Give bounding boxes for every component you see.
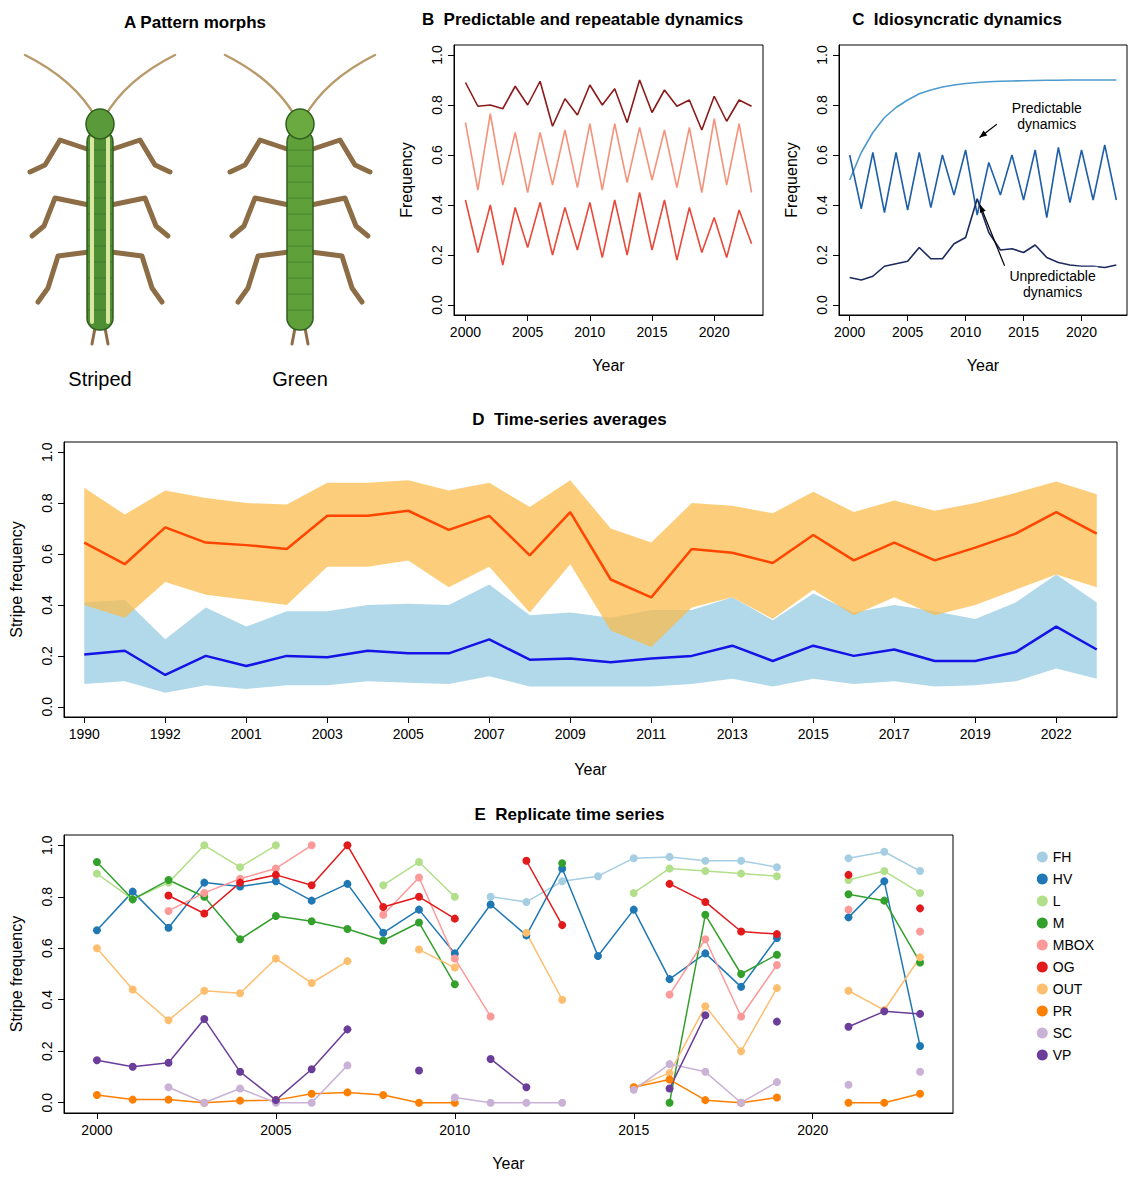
svg-text:0.4: 0.4 (429, 195, 445, 215)
svg-text:0.2: 0.2 (814, 245, 830, 265)
svg-text:Predictable: Predictable (1012, 100, 1082, 116)
svg-text:MBOX: MBOX (1053, 937, 1095, 953)
svg-text:0.8: 0.8 (429, 95, 445, 115)
svg-text:dynamics: dynamics (1023, 284, 1082, 300)
svg-text:HV: HV (1053, 871, 1073, 887)
svg-text:D Time-series averages: D Time-series averages (472, 410, 666, 429)
svg-text:Year: Year (592, 357, 625, 374)
svg-text:Stripe frequency: Stripe frequency (8, 521, 25, 638)
svg-text:1.0: 1.0 (814, 45, 830, 65)
svg-text:0.2: 0.2 (39, 1041, 55, 1061)
svg-text:2022: 2022 (1041, 726, 1072, 742)
svg-text:OG: OG (1053, 959, 1075, 975)
svg-text:2020: 2020 (797, 1122, 828, 1138)
svg-text:0.0: 0.0 (429, 295, 445, 315)
svg-text:2011: 2011 (636, 726, 666, 742)
svg-text:2005: 2005 (892, 324, 923, 340)
svg-text:Frequency: Frequency (398, 142, 415, 218)
svg-text:2013: 2013 (717, 726, 748, 742)
svg-text:2010: 2010 (439, 1122, 470, 1138)
svg-text:2000: 2000 (81, 1122, 112, 1138)
svg-text:0.2: 0.2 (429, 245, 445, 265)
svg-text:Year: Year (492, 1155, 525, 1172)
svg-text:2015: 2015 (1008, 324, 1039, 340)
svg-text:0.8: 0.8 (814, 95, 830, 115)
svg-text:0.0: 0.0 (814, 295, 830, 315)
svg-text:0.0: 0.0 (39, 697, 55, 717)
svg-text:Year: Year (574, 761, 607, 778)
svg-text:1990: 1990 (69, 726, 100, 742)
svg-text:2007: 2007 (474, 726, 505, 742)
svg-text:1.0: 1.0 (39, 835, 55, 855)
svg-text:2000: 2000 (450, 324, 481, 340)
svg-text:Green: Green (272, 368, 328, 390)
svg-text:L: L (1053, 893, 1061, 909)
svg-text:2015: 2015 (798, 726, 829, 742)
svg-text:C Idiosyncratic dynamics: C Idiosyncratic dynamics (852, 10, 1062, 29)
svg-text:2005: 2005 (260, 1122, 291, 1138)
svg-text:2020: 2020 (1066, 324, 1097, 340)
svg-text:2010: 2010 (574, 324, 605, 340)
svg-text:2010: 2010 (950, 324, 981, 340)
svg-text:Striped: Striped (68, 368, 131, 390)
svg-text:2005: 2005 (512, 324, 543, 340)
svg-text:2009: 2009 (555, 726, 586, 742)
svg-text:dynamics: dynamics (1017, 116, 1076, 132)
svg-text:Frequency: Frequency (783, 142, 800, 218)
svg-text:1.0: 1.0 (429, 45, 445, 65)
svg-text:Unpredictable: Unpredictable (1009, 268, 1096, 284)
svg-text:2017: 2017 (879, 726, 910, 742)
svg-text:FH: FH (1053, 849, 1072, 865)
svg-text:A Pattern morphs: A Pattern morphs (124, 13, 266, 32)
svg-text:2000: 2000 (834, 324, 865, 340)
svg-text:M: M (1053, 915, 1065, 931)
svg-text:2015: 2015 (636, 324, 667, 340)
svg-text:0.8: 0.8 (39, 493, 55, 513)
svg-text:2005: 2005 (393, 726, 424, 742)
svg-text:SC: SC (1053, 1025, 1072, 1041)
svg-text:0.4: 0.4 (39, 990, 55, 1010)
svg-text:0.2: 0.2 (39, 646, 55, 666)
svg-text:0.0: 0.0 (39, 1093, 55, 1113)
svg-text:0.4: 0.4 (39, 595, 55, 615)
svg-text:Year: Year (967, 357, 1000, 374)
svg-text:2003: 2003 (312, 726, 343, 742)
svg-text:0.8: 0.8 (39, 887, 55, 907)
svg-text:1.0: 1.0 (39, 442, 55, 462)
svg-text:0.6: 0.6 (39, 938, 55, 958)
svg-text:1992: 1992 (150, 726, 181, 742)
svg-text:0.6: 0.6 (39, 544, 55, 564)
svg-text:2020: 2020 (699, 324, 730, 340)
svg-text:0.4: 0.4 (814, 195, 830, 215)
svg-text:2001: 2001 (231, 726, 262, 742)
svg-text:B Predictable and repeatable: B Predictable and repeatable dynamics (422, 10, 743, 29)
svg-text:2015: 2015 (618, 1122, 649, 1138)
svg-text:0.6: 0.6 (429, 145, 445, 165)
svg-text:OUT: OUT (1053, 981, 1083, 997)
svg-text:E Replicate time series: E Replicate time series (475, 805, 665, 824)
svg-text:2019: 2019 (960, 726, 991, 742)
svg-text:Stripe frequency: Stripe frequency (8, 916, 25, 1033)
svg-text:VP: VP (1053, 1047, 1072, 1063)
svg-text:0.6: 0.6 (814, 145, 830, 165)
svg-text:PR: PR (1053, 1003, 1072, 1019)
